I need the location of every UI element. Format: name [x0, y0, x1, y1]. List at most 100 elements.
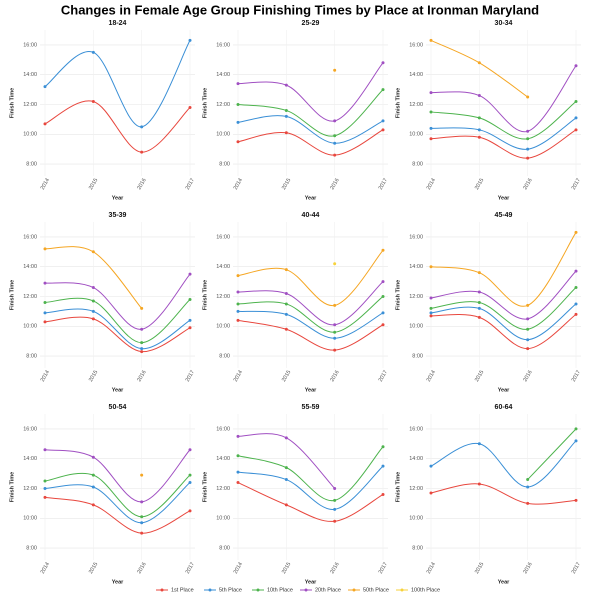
- data-point: [188, 481, 192, 485]
- y-tick-label: 16:00: [409, 426, 423, 432]
- panel-title: 50-54: [109, 404, 127, 411]
- series-line: [430, 287, 577, 330]
- y-tick-label: 10:00: [23, 324, 37, 330]
- data-point: [429, 265, 433, 269]
- x-tick-label: 2015: [88, 177, 99, 191]
- data-point: [188, 272, 192, 276]
- series-line: [430, 483, 577, 505]
- data-point: [477, 271, 481, 275]
- data-point: [284, 503, 288, 507]
- y-tick-label: 14:00: [216, 72, 230, 78]
- data-point: [284, 131, 288, 135]
- data-point: [284, 466, 288, 470]
- data-point: [188, 509, 192, 513]
- x-tick-label: 2016: [329, 177, 340, 191]
- data-point: [333, 323, 337, 327]
- panel-title: 60-64: [495, 404, 513, 411]
- y-tick-label: 12:00: [23, 486, 37, 492]
- data-point: [526, 156, 530, 160]
- data-point: [381, 88, 385, 92]
- panel-title: 18-24: [109, 20, 127, 27]
- y-axis-label: Finish Time: [9, 88, 15, 118]
- data-point: [43, 486, 47, 490]
- series-line: [237, 62, 384, 122]
- y-tick-label: 10:00: [216, 516, 230, 522]
- data-point: [477, 442, 481, 446]
- data-point: [43, 300, 47, 304]
- series-line: [237, 281, 384, 326]
- y-tick-label: 16:00: [216, 426, 230, 432]
- legend-label: 50th Place: [363, 587, 389, 593]
- x-tick-label: 2015: [88, 561, 99, 575]
- data-point: [236, 274, 240, 278]
- data-point: [574, 230, 578, 234]
- legend-label: 10th Place: [267, 587, 293, 593]
- x-tick-label: 2017: [378, 369, 389, 383]
- data-point: [526, 317, 530, 321]
- legend-swatch-dot: [352, 588, 356, 592]
- data-point: [574, 312, 578, 316]
- data-point: [381, 492, 385, 496]
- y-tick-label: 16:00: [23, 426, 37, 432]
- series-line: [527, 428, 577, 480]
- data-point: [236, 470, 240, 474]
- y-axis-label: Finish Time: [9, 472, 15, 502]
- data-point: [574, 286, 578, 290]
- data-point: [91, 503, 95, 507]
- x-tick-label: 2017: [571, 369, 582, 383]
- data-point: [526, 129, 530, 133]
- data-point: [574, 439, 578, 443]
- x-tick-label: 2017: [571, 177, 582, 191]
- data-point: [526, 338, 530, 342]
- data-point: [333, 141, 337, 145]
- x-tick-label: 2014: [233, 561, 244, 575]
- data-point: [284, 108, 288, 112]
- x-tick-label: 2015: [474, 369, 485, 383]
- data-point: [574, 302, 578, 306]
- data-point: [188, 297, 192, 301]
- legend-swatch-dot: [208, 588, 212, 592]
- data-point: [140, 306, 144, 310]
- data-point: [43, 320, 47, 324]
- data-point: [91, 455, 95, 459]
- data-point: [140, 341, 144, 345]
- data-point: [429, 126, 433, 130]
- data-point: [43, 311, 47, 315]
- data-point: [284, 292, 288, 296]
- y-tick-label: 12:00: [216, 294, 230, 300]
- data-point: [188, 473, 192, 477]
- legend-swatch-dot: [304, 588, 308, 592]
- data-point: [140, 350, 144, 354]
- data-point: [91, 309, 95, 313]
- x-tick-label: 2016: [329, 369, 340, 383]
- data-point: [381, 311, 385, 315]
- data-point: [91, 50, 95, 54]
- data-point: [574, 116, 578, 120]
- x-tick-label: 2017: [185, 561, 196, 575]
- data-point: [574, 64, 578, 68]
- x-tick-label: 2015: [88, 369, 99, 383]
- data-point: [477, 482, 481, 486]
- data-point: [574, 427, 578, 431]
- series-line: [44, 297, 191, 344]
- data-point: [574, 498, 578, 502]
- y-axis-label: Finish Time: [395, 88, 401, 118]
- x-axis-label: Year: [112, 195, 124, 201]
- data-point: [429, 491, 433, 495]
- series-line: [44, 472, 191, 518]
- x-tick-label: 2016: [136, 369, 147, 383]
- data-point: [477, 315, 481, 319]
- y-tick-label: 8:00: [219, 162, 230, 168]
- data-point: [140, 500, 144, 504]
- series-line: [44, 482, 191, 524]
- x-axis-label: Year: [498, 195, 510, 201]
- data-point: [381, 445, 385, 449]
- data-point: [43, 247, 47, 251]
- data-point: [333, 330, 337, 334]
- data-point: [284, 312, 288, 316]
- data-point: [333, 262, 337, 266]
- y-tick-label: 12:00: [23, 294, 37, 300]
- y-tick-label: 12:00: [409, 294, 423, 300]
- panel-title: 30-34: [495, 20, 513, 27]
